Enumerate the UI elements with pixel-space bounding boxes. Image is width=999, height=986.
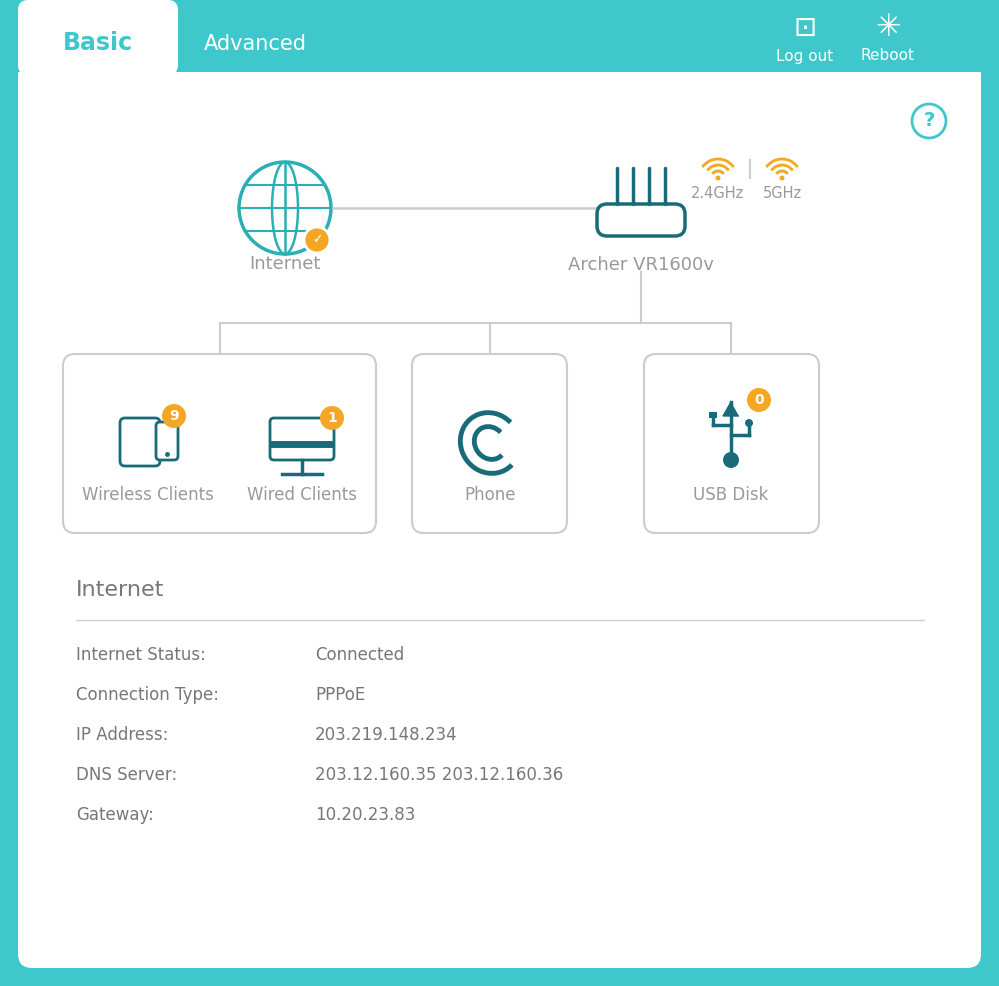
Text: PPPoE: PPPoE xyxy=(315,686,366,704)
Text: 2.4GHz: 2.4GHz xyxy=(691,186,744,201)
Text: DNS Server:: DNS Server: xyxy=(76,766,177,784)
Circle shape xyxy=(715,176,720,180)
FancyBboxPatch shape xyxy=(644,354,819,533)
Text: Internet: Internet xyxy=(250,255,321,273)
Text: Internet Status:: Internet Status: xyxy=(76,646,206,664)
Text: Wired Clients: Wired Clients xyxy=(247,486,357,504)
Text: 5GHz: 5GHz xyxy=(762,186,801,201)
Text: Connected: Connected xyxy=(315,646,405,664)
Text: 9: 9 xyxy=(169,409,179,423)
Text: ?: ? xyxy=(923,111,935,130)
Circle shape xyxy=(162,404,186,428)
Circle shape xyxy=(320,406,344,430)
Text: Gateway:: Gateway: xyxy=(76,806,154,824)
Text: 0: 0 xyxy=(754,393,764,407)
Text: 10.20.23.83: 10.20.23.83 xyxy=(315,806,416,824)
Text: USB Disk: USB Disk xyxy=(693,486,768,504)
Text: Reboot: Reboot xyxy=(861,48,915,63)
Text: 203.219.148.234: 203.219.148.234 xyxy=(315,726,458,744)
Circle shape xyxy=(745,419,753,427)
Circle shape xyxy=(747,388,771,412)
FancyBboxPatch shape xyxy=(18,0,178,75)
Text: Connection Type:: Connection Type: xyxy=(76,686,219,704)
Circle shape xyxy=(304,227,330,253)
Text: Advanced: Advanced xyxy=(204,34,307,54)
Text: Basic: Basic xyxy=(63,31,133,55)
Text: ✓: ✓ xyxy=(312,234,323,246)
Text: 1: 1 xyxy=(327,411,337,425)
Text: Phone: Phone xyxy=(465,486,515,504)
Text: ⊡: ⊡ xyxy=(793,14,816,42)
FancyBboxPatch shape xyxy=(18,15,981,72)
Text: ✳: ✳ xyxy=(875,14,901,42)
Text: Archer VR1600v: Archer VR1600v xyxy=(568,256,714,274)
FancyBboxPatch shape xyxy=(156,422,178,460)
Text: Log out: Log out xyxy=(776,48,833,63)
Bar xyxy=(709,412,717,418)
Text: 203.12.160.35 203.12.160.36: 203.12.160.35 203.12.160.36 xyxy=(315,766,563,784)
Text: Wireless Clients: Wireless Clients xyxy=(82,486,214,504)
FancyBboxPatch shape xyxy=(18,18,981,968)
Text: Internet: Internet xyxy=(76,580,165,600)
Circle shape xyxy=(779,176,784,180)
Text: IP Address:: IP Address: xyxy=(76,726,169,744)
FancyBboxPatch shape xyxy=(63,354,376,533)
FancyBboxPatch shape xyxy=(412,354,567,533)
FancyBboxPatch shape xyxy=(18,15,981,72)
Circle shape xyxy=(723,452,739,468)
PathPatch shape xyxy=(723,402,739,416)
